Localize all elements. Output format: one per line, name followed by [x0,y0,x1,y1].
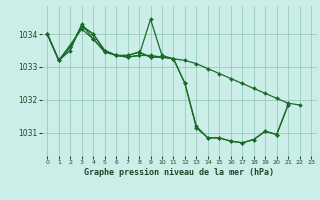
X-axis label: Graphe pression niveau de la mer (hPa): Graphe pression niveau de la mer (hPa) [84,168,274,177]
